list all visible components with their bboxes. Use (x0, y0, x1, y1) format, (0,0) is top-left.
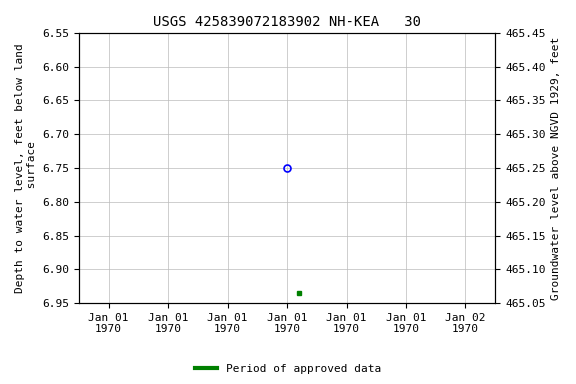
Legend: Period of approved data: Period of approved data (191, 359, 385, 379)
Y-axis label: Groundwater level above NGVD 1929, feet: Groundwater level above NGVD 1929, feet (551, 36, 561, 300)
Y-axis label: Depth to water level, feet below land
 surface: Depth to water level, feet below land su… (15, 43, 37, 293)
Title: USGS 425839072183902 NH-KEA   30: USGS 425839072183902 NH-KEA 30 (153, 15, 421, 29)
